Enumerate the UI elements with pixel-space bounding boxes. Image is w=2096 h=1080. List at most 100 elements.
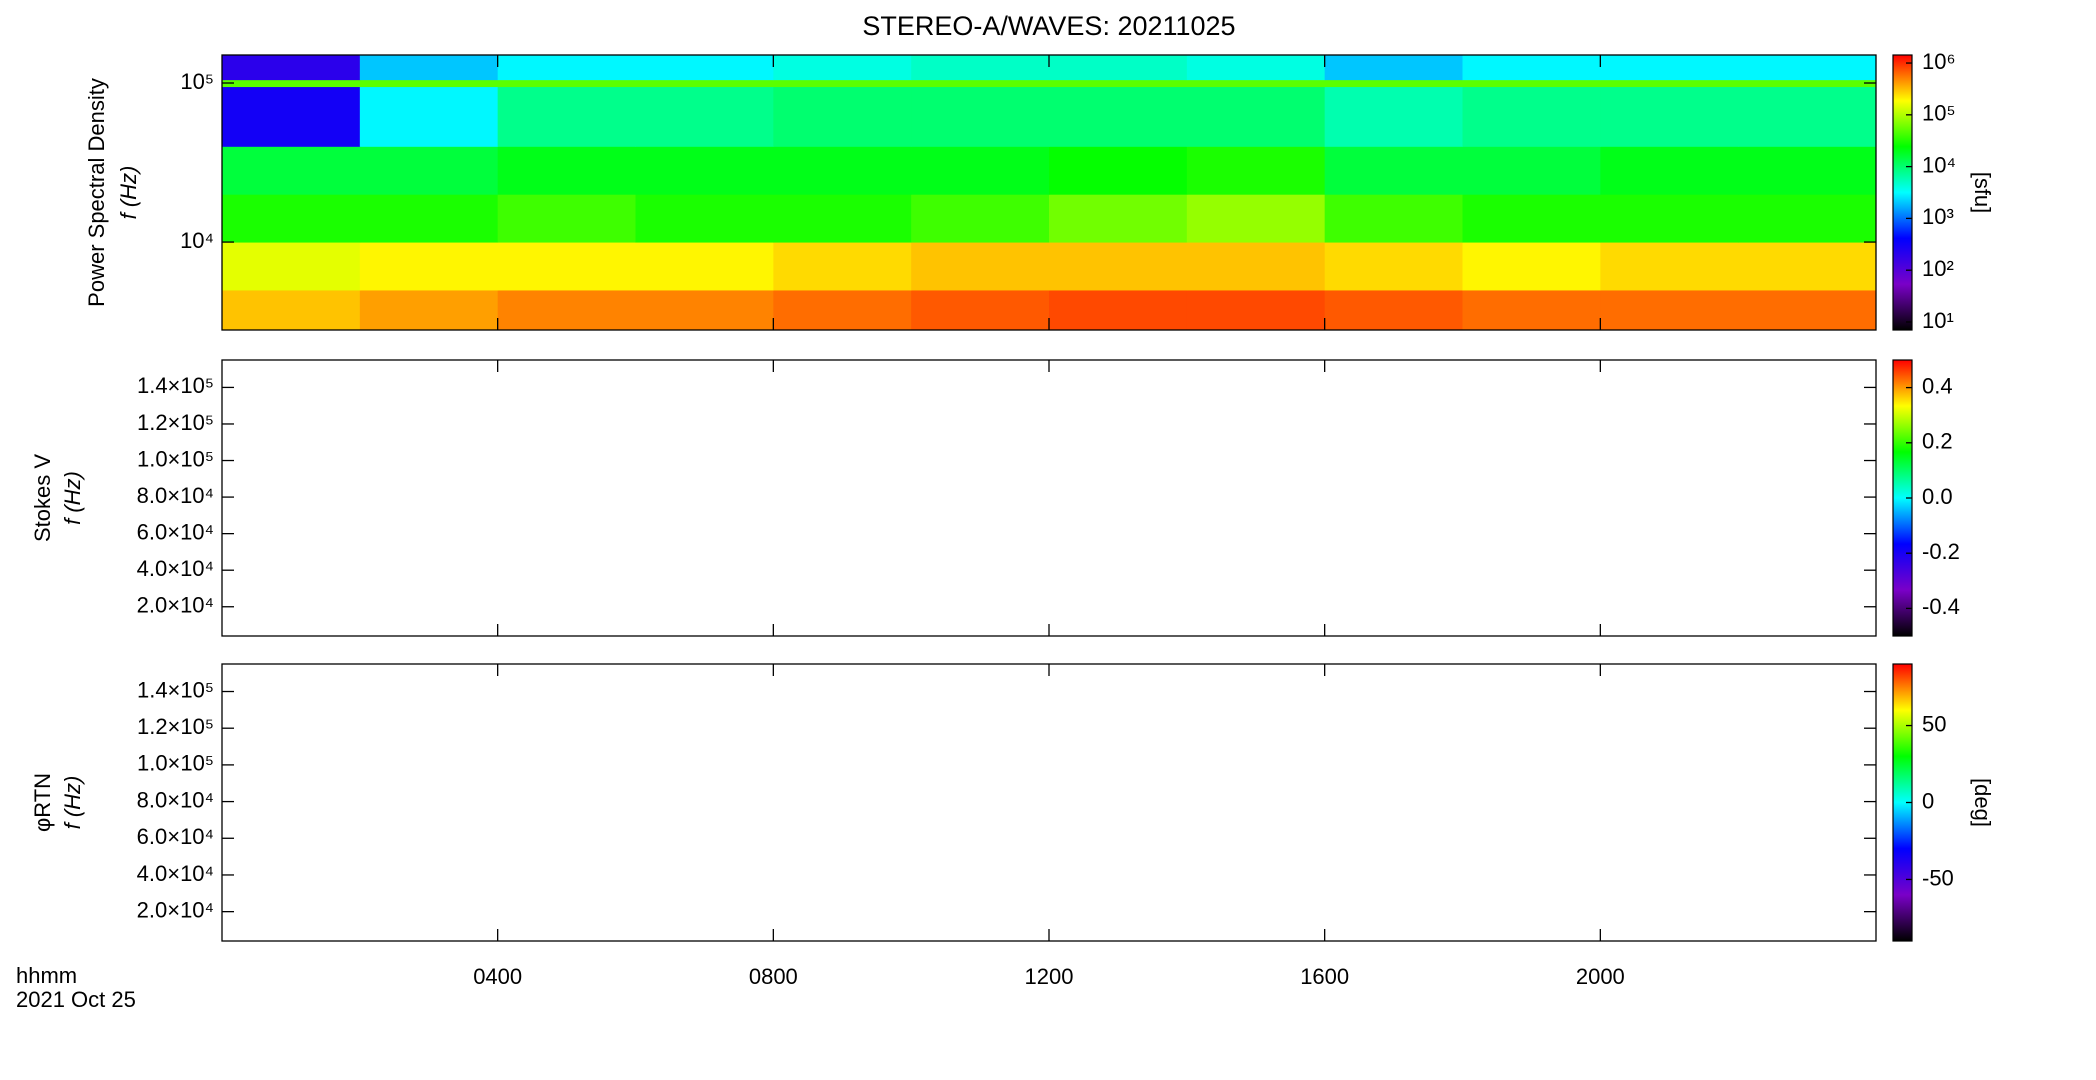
- heatmap-cell: [222, 86, 361, 147]
- heatmap-cell: [1600, 55, 1739, 81]
- heatmap-cell: [1324, 79, 1463, 88]
- heatmap-cell: [1462, 242, 1601, 291]
- y-tick-label: 4.0×10⁴: [137, 556, 214, 581]
- heatmap-cell: [359, 146, 499, 195]
- heatmap-cell: [1049, 242, 1188, 291]
- colorbar-tick-label: -0.2: [1922, 539, 1960, 564]
- heatmap-cell: [635, 289, 774, 331]
- heatmap-cell: [1324, 86, 1463, 147]
- heatmap-cell: [1738, 79, 1877, 88]
- heatmap-cell: [773, 194, 912, 243]
- heatmap-cell: [359, 289, 499, 331]
- y-axis-label: f (Hz): [116, 166, 141, 220]
- colorbar-label: [deg]: [1970, 778, 1995, 827]
- colorbar-tick-label: 10⁶: [1922, 49, 1956, 74]
- heatmap-cell: [1462, 146, 1601, 195]
- heatmap-cell: [1738, 289, 1877, 331]
- y-axis-label: Stokes V: [30, 454, 55, 542]
- heatmap-cell: [1600, 79, 1739, 88]
- heatmap-cell: [911, 146, 1050, 195]
- colorbar-tick-label: 10⁵: [1922, 101, 1956, 126]
- y-tick-label: 2.0×10⁴: [137, 897, 214, 922]
- heatmap-cell: [1738, 242, 1877, 291]
- heatmap-cell: [497, 289, 636, 331]
- y-tick-label: 10⁴: [180, 228, 214, 253]
- heatmap-cell: [1186, 86, 1326, 147]
- heatmap-cell: [1738, 194, 1877, 243]
- heatmap-cell: [497, 86, 636, 147]
- y-tick-label: 6.0×10⁴: [137, 824, 214, 849]
- y-tick-label: 1.2×10⁵: [137, 714, 214, 739]
- heatmap-cell: [635, 79, 774, 88]
- heatmap-cell: [1186, 146, 1326, 195]
- x-tick-label: 0400: [473, 964, 522, 989]
- heatmap-cell: [497, 194, 636, 243]
- colorbar-tick-label: 10¹: [1922, 308, 1954, 333]
- y-tick-label: 6.0×10⁴: [137, 519, 214, 544]
- heatmap-cell: [773, 289, 912, 331]
- heatmap-cell: [1462, 194, 1601, 243]
- heatmap-cell: [911, 242, 1050, 291]
- y-tick-label: 8.0×10⁴: [137, 787, 214, 812]
- x-axis-label: hhmm: [16, 963, 77, 988]
- x-tick-label: 0800: [749, 964, 798, 989]
- colorbar-tick-label: -0.4: [1922, 594, 1960, 619]
- y-tick-label: 1.4×10⁵: [137, 373, 214, 398]
- y-tick-label: 2.0×10⁴: [137, 593, 214, 618]
- colorbar-tick-label: 0: [1922, 788, 1934, 813]
- heatmap-cell: [1049, 146, 1188, 195]
- x-tick-label: 1200: [1025, 964, 1074, 989]
- y-tick-label: 1.0×10⁵: [137, 446, 214, 471]
- heatmap-cell: [359, 79, 499, 88]
- heatmap-cell: [1738, 55, 1877, 81]
- heatmap-cell: [1462, 289, 1601, 331]
- heatmap-cell: [1462, 55, 1601, 81]
- heatmap-cell: [773, 86, 912, 147]
- heatmap-cell: [222, 79, 361, 88]
- x-tick-label: 1600: [1300, 964, 1349, 989]
- heatmap-cell: [222, 194, 361, 243]
- heatmap-cell: [1049, 194, 1188, 243]
- y-tick-label: 1.2×10⁵: [137, 410, 214, 435]
- heatmap-cell: [1049, 79, 1188, 88]
- heatmap-cell: [1186, 79, 1326, 88]
- heatmap-cell: [1186, 242, 1326, 291]
- heatmap-cell: [222, 55, 361, 81]
- x-tick-label: 2000: [1576, 964, 1625, 989]
- heatmap-cell: [1049, 55, 1188, 81]
- heatmap-cell: [911, 79, 1050, 88]
- heatmap-cell: [1600, 242, 1739, 291]
- y-tick-label: 8.0×10⁴: [137, 483, 214, 508]
- plot-frame: [221, 663, 1877, 942]
- chart-title: STEREO-A/WAVES: 20211025: [862, 11, 1235, 41]
- heatmap-cell: [1600, 146, 1739, 195]
- colorbar-tick-label: 50: [1922, 711, 1946, 736]
- heatmap-cell: [1462, 86, 1601, 147]
- heatmap-cell: [635, 242, 774, 291]
- heatmap-cell: [359, 194, 499, 243]
- heatmap-cell: [911, 194, 1050, 243]
- heatmap-cell: [773, 146, 912, 195]
- heatmap-cell: [222, 146, 361, 195]
- y-tick-label: 10⁵: [180, 69, 214, 94]
- heatmap-cell: [773, 242, 912, 291]
- heatmap-cell: [1462, 79, 1601, 88]
- y-axis-label: f (Hz): [60, 471, 85, 525]
- heatmap-cell: [1186, 194, 1326, 243]
- heatmap-cell: [1324, 146, 1463, 195]
- colorbar-label: [sfu]: [1970, 172, 1995, 214]
- heatmap-cell: [1186, 55, 1326, 81]
- heatmap-cell: [359, 242, 499, 291]
- heatmap-cell: [773, 79, 912, 88]
- heatmap-cell: [1738, 146, 1877, 195]
- plot-frame: [221, 359, 1877, 637]
- heatmap-cell: [222, 289, 361, 331]
- heatmap-cell: [1600, 194, 1739, 243]
- heatmap-cell: [222, 242, 361, 291]
- colorbar-tick-label: 0.0: [1922, 484, 1953, 509]
- colorbar-tick-label: 10³: [1922, 204, 1954, 229]
- heatmap-cell: [497, 55, 636, 81]
- heatmap-cell: [359, 86, 499, 147]
- heatmap-cell: [497, 146, 636, 195]
- heatmap-cell: [1324, 194, 1463, 243]
